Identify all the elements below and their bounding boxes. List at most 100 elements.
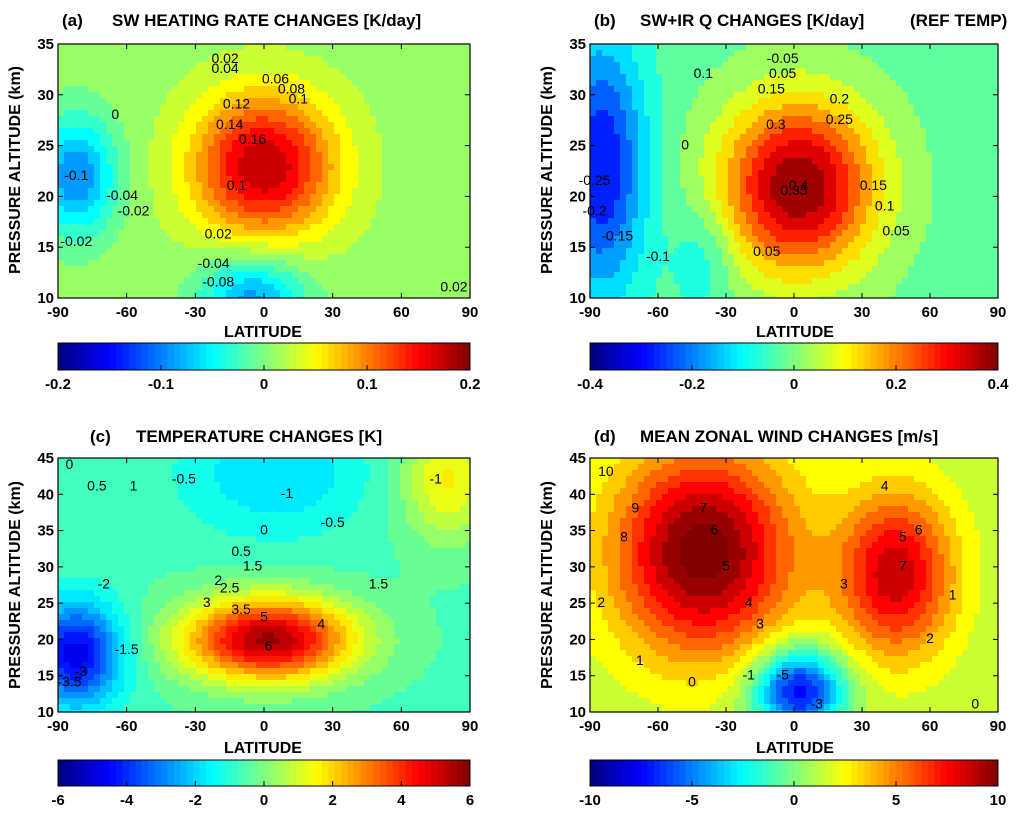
field-cell <box>274 212 280 218</box>
field-cell <box>394 116 400 122</box>
field-cell <box>812 170 818 176</box>
field-cell <box>614 92 620 98</box>
field-cell <box>686 128 692 134</box>
field-cell <box>316 284 322 290</box>
field-cell <box>316 104 322 110</box>
field-cell <box>280 164 286 170</box>
field-cell <box>602 74 608 80</box>
field-cell <box>686 260 692 266</box>
field-cell <box>82 272 88 278</box>
field-cell <box>100 218 106 224</box>
field-cell <box>370 188 376 194</box>
field-cell <box>430 206 436 212</box>
colorbar-swatch <box>251 343 258 370</box>
field-cell <box>202 158 208 164</box>
field-cell <box>704 224 710 230</box>
field-cell <box>400 98 406 104</box>
field-cell <box>806 104 812 110</box>
field-cell <box>178 86 184 92</box>
field-cell <box>280 284 286 290</box>
field-cell <box>112 272 118 278</box>
field-cell <box>130 218 136 224</box>
field-cell <box>214 140 220 146</box>
field-cell <box>704 266 710 272</box>
field-cell <box>614 284 620 290</box>
field-cell <box>316 50 322 56</box>
field-cell <box>82 116 88 122</box>
field-cell <box>602 260 608 266</box>
field-cell <box>442 86 448 92</box>
field-cell <box>178 134 184 140</box>
field-cell <box>626 182 632 188</box>
field-cell <box>106 290 112 296</box>
field-cell <box>370 122 376 128</box>
field-cell <box>788 158 794 164</box>
field-cell <box>418 92 424 98</box>
field-cell <box>608 218 614 224</box>
field-cell <box>70 74 76 80</box>
field-cell <box>436 254 442 260</box>
field-cell <box>226 290 232 296</box>
field-cell <box>818 92 824 98</box>
field-cell <box>824 80 830 86</box>
field-cell <box>388 212 394 218</box>
field-cell <box>202 92 208 98</box>
field-cell <box>334 80 340 86</box>
field-cell <box>662 194 668 200</box>
field-cell <box>166 128 172 134</box>
field-cell <box>148 272 154 278</box>
field-cell <box>262 194 268 200</box>
field-cell <box>608 266 614 272</box>
field-cell <box>632 92 638 98</box>
field-cell <box>454 140 460 146</box>
field-cell <box>806 290 812 296</box>
field-cell <box>764 146 770 152</box>
field-cell <box>806 212 812 218</box>
field-cell <box>100 260 106 266</box>
field-cell <box>656 236 662 242</box>
field-cell <box>106 92 112 98</box>
field-cell <box>124 272 130 278</box>
field-cell <box>632 116 638 122</box>
field-cell <box>94 164 100 170</box>
field-cell <box>716 248 722 254</box>
field-cell <box>806 110 812 116</box>
field-cell <box>400 176 406 182</box>
field-cell <box>304 272 310 278</box>
field-cell <box>346 284 352 290</box>
field-cell <box>250 62 256 68</box>
field-cell <box>124 218 130 224</box>
field-cell <box>124 62 130 68</box>
field-cell <box>782 98 788 104</box>
field-cell <box>76 260 82 266</box>
field-cell <box>590 62 596 68</box>
field-cell <box>424 290 430 296</box>
field-cell <box>674 236 680 242</box>
field-cell <box>322 248 328 254</box>
field-cell <box>746 122 752 128</box>
field-cell <box>812 158 818 164</box>
field-cell <box>352 158 358 164</box>
field-cell <box>76 104 82 110</box>
field-cell <box>442 122 448 128</box>
field-cell <box>142 122 148 128</box>
field-cell <box>442 128 448 134</box>
field-cell <box>160 146 166 152</box>
field-cell <box>680 98 686 104</box>
field-cell <box>292 194 298 200</box>
field-cell <box>370 230 376 236</box>
field-cell <box>376 236 382 242</box>
field-cell <box>620 98 626 104</box>
field-cell <box>806 134 812 140</box>
field-cell <box>178 242 184 248</box>
field-cell <box>728 230 734 236</box>
field-cell <box>190 122 196 128</box>
field-cell <box>650 170 656 176</box>
field-cell <box>88 98 94 104</box>
field-cell <box>430 164 436 170</box>
field-cell <box>316 110 322 116</box>
field-cell <box>274 98 280 104</box>
field-cell <box>376 92 382 98</box>
field-cell <box>800 116 806 122</box>
field-cell <box>202 176 208 182</box>
